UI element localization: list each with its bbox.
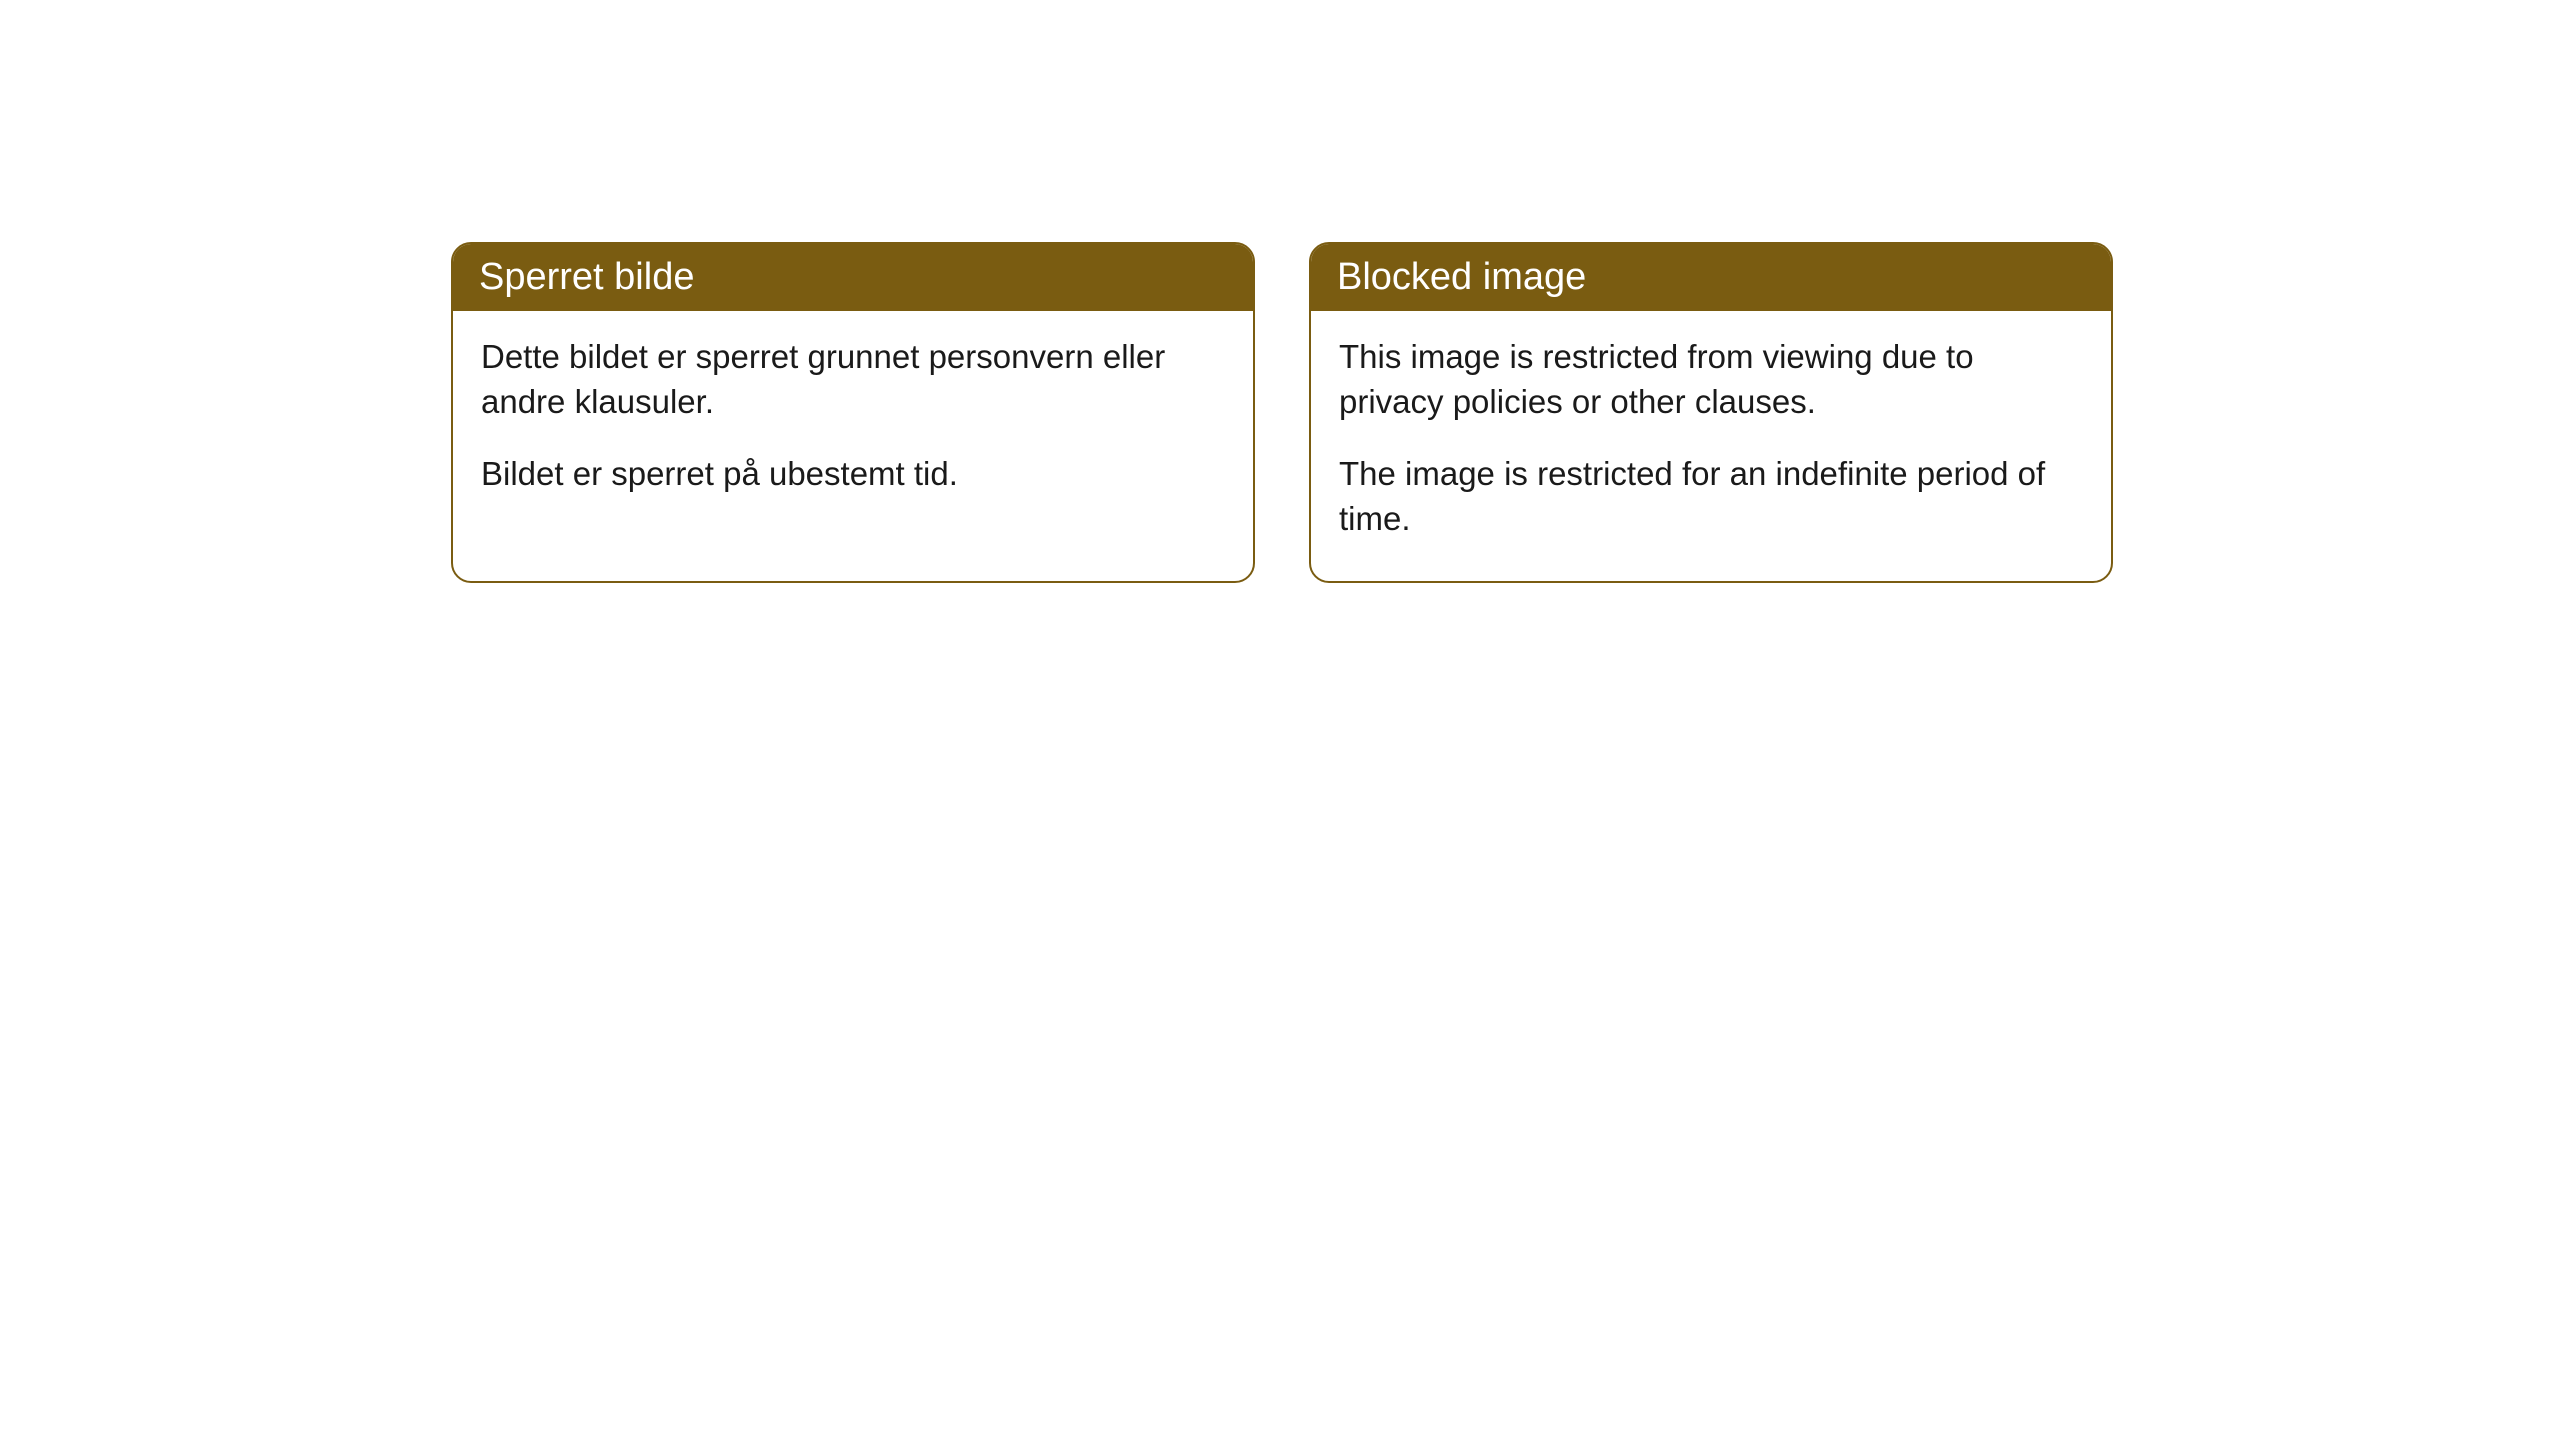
- card-paragraph: This image is restricted from viewing du…: [1339, 335, 2083, 424]
- card-title: Sperret bilde: [479, 256, 694, 298]
- card-header-english: Blocked image: [1311, 244, 2111, 311]
- notice-card-norwegian: Sperret bilde Dette bildet er sperret gr…: [451, 242, 1255, 583]
- card-body-english: This image is restricted from viewing du…: [1311, 311, 2111, 581]
- card-paragraph: Bildet er sperret på ubestemt tid.: [481, 452, 1225, 497]
- notice-cards-container: Sperret bilde Dette bildet er sperret gr…: [451, 242, 2113, 583]
- card-paragraph: The image is restricted for an indefinit…: [1339, 452, 2083, 541]
- card-title: Blocked image: [1337, 256, 1586, 298]
- card-body-norwegian: Dette bildet er sperret grunnet personve…: [453, 311, 1253, 537]
- card-header-norwegian: Sperret bilde: [453, 244, 1253, 311]
- notice-card-english: Blocked image This image is restricted f…: [1309, 242, 2113, 583]
- card-paragraph: Dette bildet er sperret grunnet personve…: [481, 335, 1225, 424]
